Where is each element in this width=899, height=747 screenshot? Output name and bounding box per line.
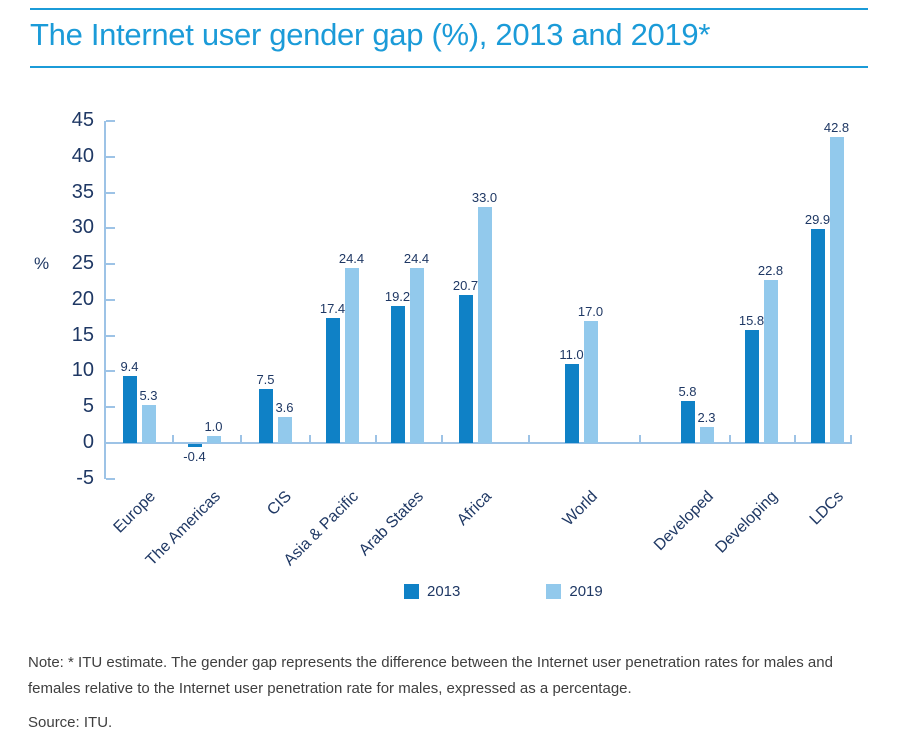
- y-tick-label: 35: [71, 180, 94, 203]
- x-axis-tick: [374, 435, 377, 442]
- bar-value-label: 19.2: [384, 288, 411, 304]
- y-axis-tick: [106, 477, 115, 480]
- y-tick-label: 30: [71, 216, 94, 239]
- bar-2019-ldcs: [829, 136, 844, 443]
- y-tick-label: 10: [71, 359, 94, 382]
- y-axis-title: %: [34, 254, 50, 274]
- bar-2013-asia-pacific: [325, 318, 340, 443]
- bar-2019-cis: [277, 417, 292, 443]
- x-axis-tick: [441, 435, 443, 442]
- title-bottom-rule: [30, 66, 868, 68]
- bar-value-label: 17.0: [577, 304, 604, 320]
- y-axis-tick: [106, 155, 115, 158]
- chart-legend: 2013 2019: [404, 583, 603, 600]
- legend-label-2019: 2019: [569, 583, 603, 600]
- bar-value-label: 7.5: [256, 372, 275, 388]
- bar-value-label: 15.8: [738, 312, 765, 328]
- bar-2019-world: [583, 321, 598, 443]
- bar-value-label: 11.0: [559, 347, 584, 363]
- legend-label-2013: 2013: [427, 583, 461, 600]
- legend-swatch-2019: [546, 584, 562, 599]
- bar-value-label: 17.4: [319, 301, 346, 317]
- bar-value-label: 33.0: [471, 189, 498, 205]
- y-axis-tick: [106, 334, 115, 337]
- bar-2013-cis: [258, 389, 273, 443]
- x-axis-tick: [639, 435, 641, 442]
- bar-2013-arab-states: [390, 305, 405, 443]
- bar-value-label: 20.7: [452, 277, 479, 293]
- x-category-label: Developed: [650, 488, 718, 555]
- bar-2019-asia-pacific: [344, 268, 359, 443]
- chart-title: The Internet user gender gap (%), 2013 a…: [30, 17, 711, 52]
- legend-item-2013: 2013: [404, 583, 460, 600]
- y-axis-line: [104, 120, 106, 479]
- bar-2019-developing: [763, 279, 778, 443]
- y-tick-label: 0: [82, 431, 94, 453]
- bar-value-label: 9.4: [120, 358, 139, 374]
- y-tick-label: 25: [71, 252, 94, 275]
- bar-value-label: 1.0: [204, 418, 223, 434]
- bar-2013-developed: [680, 401, 695, 443]
- x-axis-tick: [794, 435, 796, 442]
- y-axis-tick: [106, 406, 115, 409]
- y-tick-label: -5: [76, 466, 94, 489]
- note-text: Note: * ITU estimate. The gender gap rep…: [28, 654, 833, 697]
- bar-2013-africa: [458, 294, 473, 443]
- title-top-rule: [30, 8, 868, 10]
- y-tick-label: 20: [71, 287, 94, 310]
- bar-value-label: 5.3: [139, 388, 158, 404]
- y-axis-tick: [106, 370, 115, 373]
- x-category-label: Europe: [110, 488, 160, 537]
- bar-value-label: 5.8: [678, 384, 697, 400]
- bar-value-label: 42.8: [823, 119, 850, 135]
- legend-swatch-2013: [404, 584, 419, 599]
- x-axis-line: [104, 442, 852, 444]
- y-tick-label: 15: [71, 323, 94, 346]
- bar-2019-africa: [477, 206, 492, 443]
- bar-value-label: 2.3: [697, 409, 716, 425]
- bar-2013-europe: [122, 375, 137, 443]
- bar-2013-the-americas: [187, 444, 202, 447]
- bar-value-label: 22.8: [757, 262, 784, 278]
- y-tick-label: 5: [82, 395, 94, 418]
- bar-value-label: 24.4: [403, 251, 430, 267]
- source-text: Source: ITU.: [28, 714, 113, 731]
- x-axis-tick: [729, 435, 731, 442]
- y-axis-tick: [106, 191, 115, 194]
- x-axis-tick: [308, 435, 311, 442]
- x-axis-tick: [239, 435, 242, 442]
- bar-2013-world: [564, 364, 579, 443]
- bar-value-label: 24.4: [338, 251, 365, 267]
- x-axis-tick: [528, 435, 530, 442]
- bar-2019-europe: [141, 405, 156, 443]
- y-axis-tick: [106, 227, 115, 230]
- bar-2013-developing: [744, 329, 759, 443]
- bar-2019-the-americas: [206, 435, 221, 443]
- y-axis-tick: [106, 298, 115, 301]
- y-axis-tick: [106, 263, 115, 266]
- y-axis-tick: [106, 119, 115, 122]
- y-tick-label: 45: [71, 108, 94, 131]
- bar-value-label: 3.6: [275, 400, 294, 416]
- bar-value-label: 29.9: [804, 212, 831, 228]
- legend-item-2019: 2019: [546, 583, 603, 600]
- y-tick-label: 40: [71, 144, 94, 167]
- bar-value-label: -0.4: [183, 448, 206, 464]
- x-axis-tick: [850, 435, 852, 442]
- x-axis-tick: [171, 435, 174, 442]
- bar-2019-arab-states: [409, 268, 424, 443]
- bar-2013-ldcs: [810, 229, 825, 443]
- bar-2019-developed: [699, 426, 714, 443]
